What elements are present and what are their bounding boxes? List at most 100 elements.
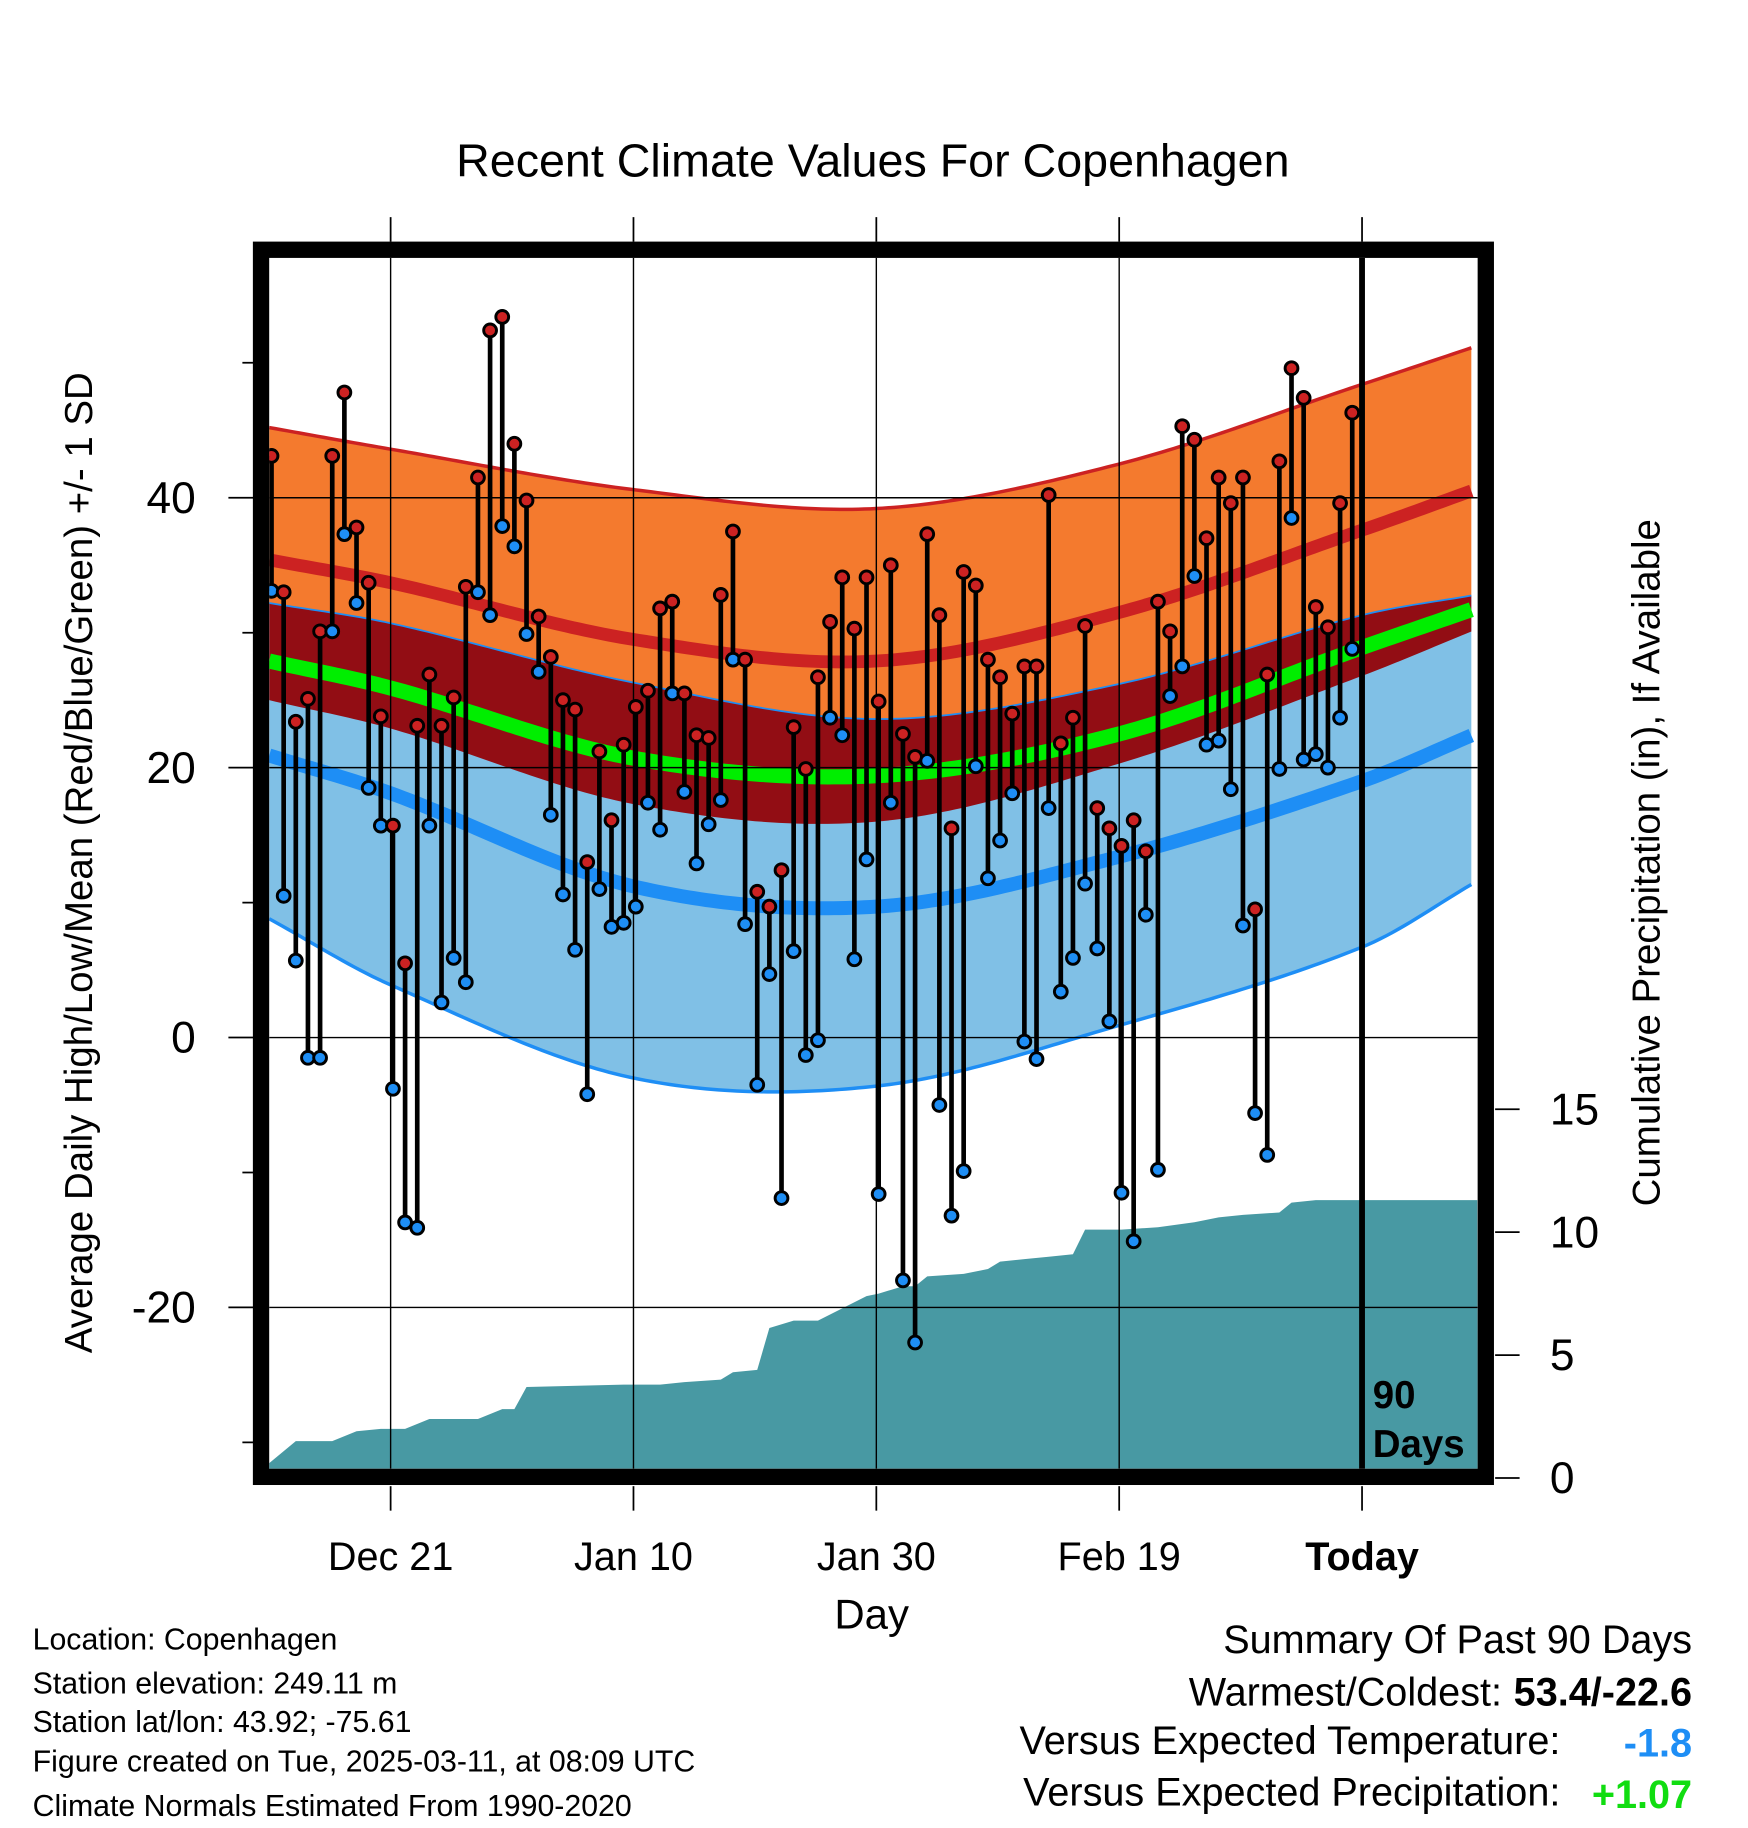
daily-high-point — [931, 607, 948, 624]
daily-low-point — [980, 870, 996, 887]
daily-high-point — [530, 608, 547, 625]
daily-high-point — [324, 448, 341, 464]
y2-tick-label: 10 — [1550, 1208, 1599, 1257]
daily-high-point — [1186, 431, 1203, 448]
daily-high-point — [603, 812, 620, 829]
daily-high-point — [1137, 843, 1154, 860]
daily-low-point — [360, 780, 377, 796]
daily-high-point — [785, 719, 802, 736]
daily-low-point — [627, 898, 644, 915]
daily-low-point — [931, 1097, 948, 1113]
daily-high-point — [470, 469, 486, 486]
daily-high-point — [615, 736, 632, 753]
daily-high-point — [1089, 800, 1106, 816]
daily-low-point — [506, 538, 523, 555]
y2-tick-label: 0 — [1550, 1454, 1575, 1503]
y-axis-label: Average Daily High/Low/Mean (Red/Blue/Gr… — [58, 372, 101, 1353]
plot-inner — [269, 257, 1478, 1469]
x-tick-label: Dec 21 — [328, 1535, 454, 1579]
daily-low-point — [348, 595, 365, 611]
daily-low-point — [275, 887, 292, 904]
daily-low-point — [1222, 781, 1239, 798]
daily-low-point — [1113, 1184, 1130, 1201]
daily-low-point — [1052, 983, 1069, 1000]
daily-high-point — [385, 817, 401, 834]
daily-high-point — [360, 574, 377, 591]
summary: Summary Of Past 90 Days Warmest/Coldest:… — [1019, 1618, 1692, 1817]
daily-high-point — [1113, 838, 1130, 854]
daily-low-point — [737, 916, 753, 933]
daily-high-point — [275, 584, 292, 601]
daily-low-point — [712, 792, 729, 808]
daily-high-point — [676, 685, 693, 702]
daily-high-point — [421, 666, 438, 683]
x-axis-label: Day — [834, 1590, 909, 1637]
created-text: Figure created on Tue, 2025-03-11, at 08… — [33, 1746, 696, 1779]
daily-low-point — [907, 1334, 923, 1351]
daily-high-point — [712, 587, 729, 603]
daily-low-point — [1016, 1033, 1033, 1050]
daily-high-point — [1222, 495, 1239, 512]
daily-high-point — [870, 693, 887, 710]
daily-low-point — [1101, 1013, 1118, 1030]
daily-low-point — [919, 753, 936, 769]
daily-high-point — [992, 669, 1008, 686]
daily-high-point — [725, 523, 741, 540]
daily-low-point — [1271, 761, 1288, 777]
location-text: Location: Copenhagen — [33, 1623, 338, 1656]
summary-title: Summary Of Past 90 Days — [1223, 1618, 1692, 1662]
daily-low-point — [858, 851, 875, 868]
daily-low-point — [530, 663, 547, 680]
station-info: Location: Copenhagen Station elevation: … — [33, 1623, 696, 1823]
daily-high-point — [409, 717, 426, 734]
daily-low-point — [1077, 875, 1093, 892]
daily-high-point — [943, 820, 960, 837]
plot-area: 90 Days -20 0 20 40 0 5 10 15 Dec 21 Jan 10 Jan 30 Fe… — [132, 217, 1599, 1579]
daily-high-point — [1344, 404, 1361, 421]
warmest-label: Warmest/Coldest: — [1189, 1670, 1502, 1714]
daily-low-point — [1137, 906, 1154, 923]
daily-low-point — [470, 584, 486, 601]
daily-high-point — [822, 614, 838, 630]
normal-high-line — [269, 484, 1474, 669]
daily-high-point — [749, 883, 766, 900]
daily-low-point — [518, 626, 535, 642]
daily-high-point — [761, 898, 778, 915]
daily-low-point — [1235, 917, 1251, 934]
chart-title: Recent Climate Values For Copenhagen — [456, 134, 1289, 186]
daily-high-point — [627, 699, 644, 715]
daily-high-point — [810, 669, 826, 686]
today-days-label-number: 90 — [1373, 1374, 1416, 1417]
daily-high-point — [1004, 705, 1021, 722]
daily-low-point — [409, 1219, 426, 1236]
daily-low-point — [1028, 1051, 1045, 1067]
daily-low-point — [397, 1214, 413, 1231]
daily-high-point — [955, 564, 972, 580]
daily-low-point — [615, 914, 632, 931]
daily-low-point — [1259, 1147, 1276, 1163]
daily-low-point — [482, 607, 498, 624]
precip-value: +1.07 — [1592, 1773, 1692, 1817]
daily-high-point — [555, 692, 571, 709]
low-minus-sd-line — [269, 882, 1473, 1094]
daily-high-point — [834, 569, 851, 586]
daily-low-point — [1210, 732, 1227, 749]
daily-high-point — [980, 651, 996, 668]
daily-low-point — [336, 526, 353, 543]
y-tick-label: 40 — [147, 474, 196, 523]
daily-low-point — [822, 709, 838, 726]
daily-low-point — [1307, 746, 1324, 763]
plot-frame — [252, 241, 1494, 1486]
daily-low-point — [567, 941, 583, 958]
daily-high-point — [1198, 530, 1215, 547]
y2-tick-label: 15 — [1550, 1085, 1599, 1134]
daily-high-point — [579, 854, 596, 870]
daily-low-point — [652, 821, 668, 838]
daily-low-point — [1247, 1105, 1263, 1121]
daily-low-point — [992, 832, 1008, 849]
today-days-label-text: Days — [1373, 1423, 1465, 1466]
daily-high-point — [506, 435, 523, 452]
daily-low-point — [324, 623, 341, 640]
temp-label: Versus Expected Temperature: — [1019, 1719, 1560, 1763]
high-plus-sd-line — [269, 346, 1472, 512]
